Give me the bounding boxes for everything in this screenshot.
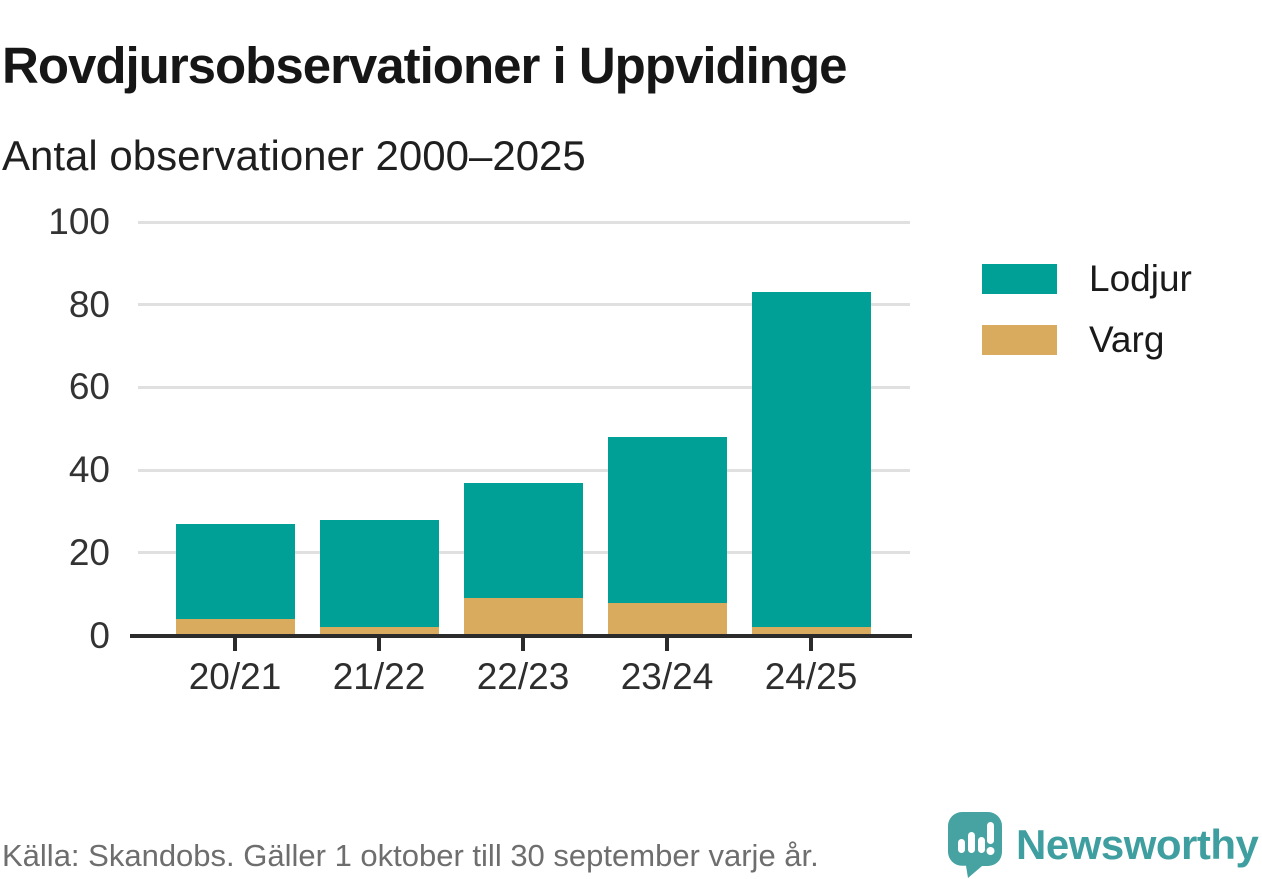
gridline-100: [138, 220, 910, 224]
bar-22/23-varg-segment: [463, 598, 583, 636]
x-tick-24/25: [809, 637, 813, 651]
legend-item-varg: Varg: [982, 319, 1192, 360]
newsworthy-logo: Newsworthy: [948, 812, 1259, 878]
source-note: Källa: Skandobs. Gäller 1 oktober till 3…: [2, 838, 819, 873]
bar-23/24-varg-segment: [607, 602, 727, 636]
y-tick-label-0: 0: [89, 614, 110, 656]
bar-22/23-lodjur-segment: [463, 482, 583, 599]
bar-21/22-lodjur-segment: [319, 519, 439, 628]
newsworthy-wordmark: Newsworthy: [1016, 821, 1259, 868]
gridline-40: [138, 468, 910, 472]
y-tick-label-40: 40: [68, 449, 110, 491]
chart-legend: Lodjur Varg: [982, 258, 1192, 384]
chart-title: Rovdjursobservationer i Uppvidinge: [2, 37, 847, 95]
legend-label-varg: Varg: [1089, 319, 1165, 360]
chart-subtitle: Antal observationer 2000–2025: [2, 132, 586, 179]
newsworthy-speech-bubble-bar-chart-icon: [948, 812, 1002, 878]
x-tick-label-20/21: 20/21: [188, 656, 282, 697]
gridline-60: [138, 385, 910, 389]
x-axis-line: [130, 633, 912, 638]
bar-23/24-lodjur-segment: [607, 437, 727, 603]
y-tick-label-20: 20: [68, 531, 110, 573]
legend-item-lodjur: Lodjur: [982, 258, 1192, 299]
bar-21/22-varg-segment: [319, 627, 439, 636]
x-tick-21/22: [377, 637, 381, 651]
bar-20/21-varg-segment: [175, 619, 295, 636]
y-tick-label-60: 60: [68, 366, 110, 408]
y-tick-label-80: 80: [68, 283, 110, 325]
x-tick-label-24/25: 24/25: [764, 656, 858, 697]
x-tick-20/21: [233, 637, 237, 651]
legend-swatch-varg: [982, 325, 1057, 355]
x-tick-label-21/22: 21/22: [332, 656, 426, 697]
gridline-80: [138, 303, 910, 307]
x-tick-label-23/24: 23/24: [620, 656, 714, 697]
y-tick-label-100: 100: [48, 201, 110, 242]
legend-label-lodjur: Lodjur: [1089, 258, 1192, 299]
bar-24/25-varg-segment: [751, 627, 871, 636]
bar-24/25-lodjur-segment: [751, 292, 871, 628]
x-tick-label-22/23: 22/23: [476, 656, 570, 697]
legend-swatch-lodjur: [982, 264, 1057, 294]
bar-20/21-lodjur-segment: [175, 524, 295, 620]
x-tick-23/24: [665, 637, 669, 651]
x-tick-22/23: [521, 637, 525, 651]
